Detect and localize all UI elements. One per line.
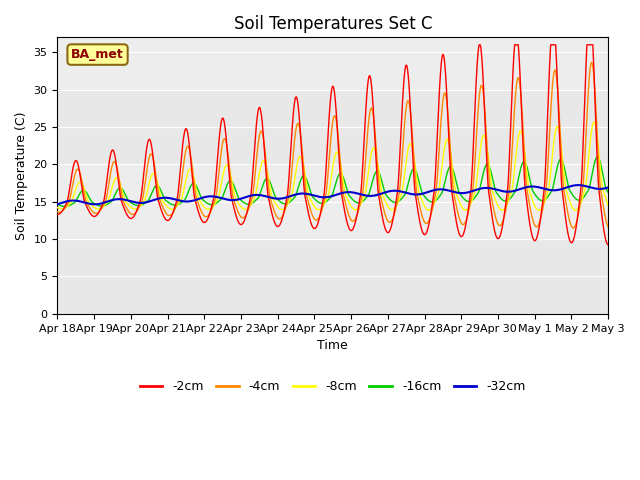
-16cm bbox=[426, 199, 434, 204]
-2cm bbox=[456, 233, 464, 239]
-32cm bbox=[426, 189, 434, 194]
-8cm bbox=[456, 201, 464, 206]
-4cm bbox=[488, 194, 495, 200]
-8cm bbox=[572, 207, 579, 213]
Line: -8cm: -8cm bbox=[58, 122, 608, 210]
-16cm bbox=[61, 204, 68, 209]
-8cm bbox=[54, 204, 61, 210]
-4cm bbox=[570, 225, 577, 231]
-16cm bbox=[456, 191, 464, 197]
-32cm bbox=[54, 202, 61, 207]
-2cm bbox=[604, 242, 612, 248]
-16cm bbox=[604, 190, 612, 195]
Title: Soil Temperatures Set C: Soil Temperatures Set C bbox=[234, 15, 432, 33]
-32cm bbox=[91, 202, 99, 207]
-2cm bbox=[476, 42, 483, 48]
-16cm bbox=[312, 198, 320, 204]
-32cm bbox=[574, 182, 582, 188]
-4cm bbox=[604, 223, 611, 229]
-8cm bbox=[604, 203, 612, 208]
-4cm bbox=[152, 176, 160, 181]
-2cm bbox=[426, 217, 433, 223]
Line: -16cm: -16cm bbox=[58, 157, 608, 206]
Bar bbox=[58, 164, 608, 239]
-16cm bbox=[488, 171, 495, 177]
-2cm bbox=[604, 241, 611, 247]
-8cm bbox=[604, 202, 611, 207]
-16cm bbox=[54, 201, 61, 207]
-4cm bbox=[312, 217, 320, 223]
-4cm bbox=[588, 60, 595, 65]
-8cm bbox=[312, 206, 320, 212]
-2cm bbox=[152, 185, 160, 191]
Line: -4cm: -4cm bbox=[58, 62, 608, 228]
-4cm bbox=[54, 209, 61, 215]
-32cm bbox=[456, 190, 464, 196]
-8cm bbox=[590, 120, 598, 125]
X-axis label: Time: Time bbox=[317, 339, 348, 352]
Y-axis label: Soil Temperature (C): Soil Temperature (C) bbox=[15, 111, 28, 240]
Legend: -2cm, -4cm, -8cm, -16cm, -32cm: -2cm, -4cm, -8cm, -16cm, -32cm bbox=[135, 375, 531, 398]
-8cm bbox=[488, 182, 495, 188]
-2cm bbox=[488, 210, 495, 216]
-4cm bbox=[456, 218, 464, 224]
-16cm bbox=[153, 183, 161, 189]
Line: -32cm: -32cm bbox=[58, 185, 608, 204]
-32cm bbox=[488, 186, 495, 192]
-8cm bbox=[152, 176, 160, 181]
Text: BA_met: BA_met bbox=[71, 48, 124, 61]
-32cm bbox=[153, 196, 161, 202]
-4cm bbox=[604, 224, 612, 230]
-32cm bbox=[312, 193, 320, 199]
-32cm bbox=[604, 185, 611, 191]
-8cm bbox=[426, 207, 433, 213]
-16cm bbox=[604, 189, 611, 194]
-2cm bbox=[312, 225, 320, 230]
-2cm bbox=[54, 212, 61, 217]
Line: -2cm: -2cm bbox=[58, 45, 608, 245]
-16cm bbox=[594, 154, 602, 160]
Bar bbox=[58, 15, 608, 90]
-32cm bbox=[604, 185, 612, 191]
-4cm bbox=[426, 216, 433, 222]
